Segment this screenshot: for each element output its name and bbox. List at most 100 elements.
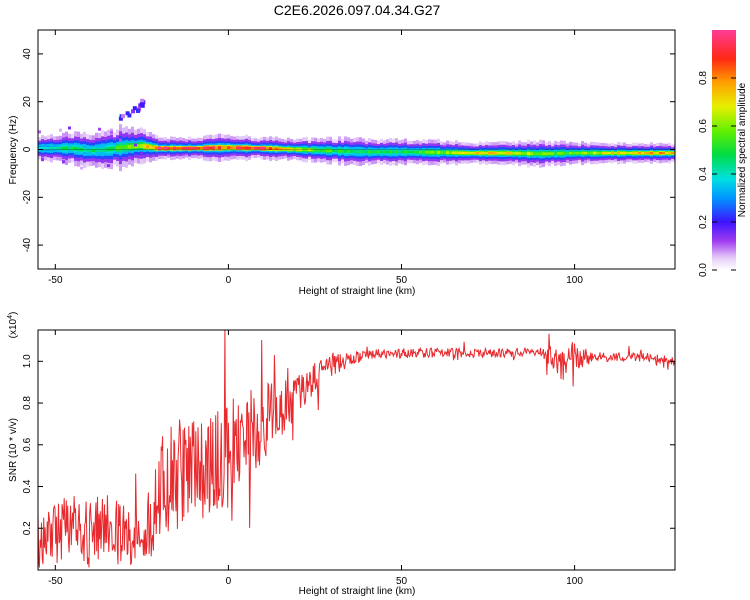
spectrogram-cell xyxy=(551,152,554,155)
spectrogram-cell xyxy=(383,150,386,154)
spectrogram-secondary-blob xyxy=(125,111,130,116)
spectrogram-cell xyxy=(83,147,86,152)
spectrogram-secondary-blob xyxy=(130,109,135,114)
spectrogram-cell xyxy=(533,152,536,156)
spectrogram-y-tick-label: -20 xyxy=(22,190,33,205)
spectrogram-cell xyxy=(437,150,440,154)
spectrogram-cell xyxy=(404,150,407,154)
spectrogram-cell xyxy=(92,148,95,153)
spectrogram-cell xyxy=(509,152,512,155)
spectrogram-cell xyxy=(617,151,620,155)
spectrogram-cell xyxy=(488,151,491,155)
spectrogram-cell xyxy=(257,147,260,150)
snr-y-tick-label: 0.6 xyxy=(22,437,33,451)
spectrogram-cell xyxy=(506,151,509,155)
spectrogram-cell xyxy=(656,151,659,155)
spectrogram-cell xyxy=(218,146,221,150)
spectrogram-cell xyxy=(431,150,434,154)
spectrogram-cell xyxy=(137,144,140,149)
spectrogram-secondary-blob xyxy=(132,106,137,111)
spectrogram-cell xyxy=(254,147,257,150)
spectrogram-speckle xyxy=(98,127,101,131)
spectrogram-cell xyxy=(545,152,548,155)
spectrogram-speckle xyxy=(119,138,122,142)
spectrogram-cell xyxy=(149,145,152,149)
spectrogram-cell xyxy=(182,147,185,150)
spectrogram-cell xyxy=(584,151,587,155)
spectrogram-cell xyxy=(563,151,566,155)
spectrogram-cell xyxy=(395,150,398,154)
spectrogram-cell xyxy=(470,152,473,155)
spectrogram-speckle xyxy=(140,151,143,155)
spectrogram-cell xyxy=(410,150,413,154)
spectrogram-cell xyxy=(473,152,476,155)
spectrogram-cell xyxy=(524,152,527,155)
snr-x-tick-label: 100 xyxy=(566,576,583,587)
colorbar-tick-label: 0.0 xyxy=(698,263,709,277)
spectrogram-cell xyxy=(572,151,575,155)
snr-x-label: Height of straight line (km) xyxy=(299,586,416,597)
spectrogram-speckle xyxy=(134,143,137,147)
spectrogram-secondary-blob xyxy=(139,102,144,107)
spectrogram-secondary-blob xyxy=(127,113,132,118)
spectrogram-panel: -50 0 50 100 -40 -20 0 20 40 Height of straight … xyxy=(8,29,676,297)
snr-panel: -50 0 50 100 0.2 0.4 0.6 0.8 1.0 Height of strai… xyxy=(7,312,676,597)
spectrogram-cell xyxy=(77,147,80,152)
spectrogram-cell xyxy=(119,145,122,151)
spectrogram-cell xyxy=(185,147,188,150)
spectrogram-cell xyxy=(629,152,632,155)
spectrogram-cell xyxy=(596,151,599,155)
spectrogram-cell xyxy=(65,146,68,151)
spectrogram-cell xyxy=(131,144,134,149)
snr-x-tick-label: 0 xyxy=(226,576,232,587)
spectrogram-cell xyxy=(539,152,542,156)
spectrogram-cell xyxy=(125,144,128,150)
spectrogram-cell xyxy=(413,150,416,154)
spectrogram-cell xyxy=(248,146,251,150)
spectrogram-cell xyxy=(281,147,284,151)
spectrogram-cell xyxy=(485,151,488,155)
spectrogram-cell xyxy=(527,152,530,156)
spectrogram-cell xyxy=(227,146,230,150)
snr-frame xyxy=(37,329,676,571)
spectrogram-cell xyxy=(389,150,392,154)
spectrogram-cell xyxy=(347,149,350,153)
spectrogram-cell xyxy=(434,150,437,154)
spectrogram-cell xyxy=(602,151,605,155)
spectrogram-cell xyxy=(275,147,278,151)
spectrogram-speckle xyxy=(107,164,110,168)
spectrogram-cell xyxy=(101,147,104,152)
colorbar-tick-label: 0.8 xyxy=(698,71,709,85)
spectrogram-cell xyxy=(632,151,635,155)
snr-y-tick-label: 0.8 xyxy=(22,396,33,410)
spectrogram-cell xyxy=(122,145,125,150)
spectrogram-cell xyxy=(230,146,233,149)
spectrogram-cell xyxy=(587,152,590,155)
spectrogram-cell xyxy=(329,149,332,153)
snr-x-tick-label: -50 xyxy=(48,576,63,587)
spectrogram-cell xyxy=(626,152,629,155)
spectrogram-cell xyxy=(467,151,470,155)
spectrogram-cell xyxy=(554,152,557,155)
spectrogram-cell xyxy=(260,147,263,150)
spectrogram-cell xyxy=(317,148,320,152)
spectrogram-cell xyxy=(371,150,374,154)
spectrogram-cell xyxy=(518,151,521,155)
spectrogram-cell xyxy=(287,147,290,151)
spectrogram-cell xyxy=(161,147,164,150)
spectrogram-x-tick-label: -50 xyxy=(48,275,63,286)
spectrogram-cell xyxy=(146,145,149,149)
spectrogram-cell xyxy=(359,150,362,154)
spectrogram-cell xyxy=(167,147,170,150)
spectrogram-cell xyxy=(95,148,98,153)
spectrogram-cell xyxy=(536,152,539,156)
snr-multiplier-base: (x10 xyxy=(8,318,19,338)
spectrogram-cell xyxy=(380,150,383,154)
spectrogram-cell xyxy=(464,151,467,155)
spectrogram-speckle xyxy=(62,160,65,164)
spectrogram-cell xyxy=(341,149,344,153)
spectrogram-cell xyxy=(50,146,53,150)
spectrogram-cell xyxy=(644,152,647,155)
spectrogram-cell xyxy=(605,151,608,155)
